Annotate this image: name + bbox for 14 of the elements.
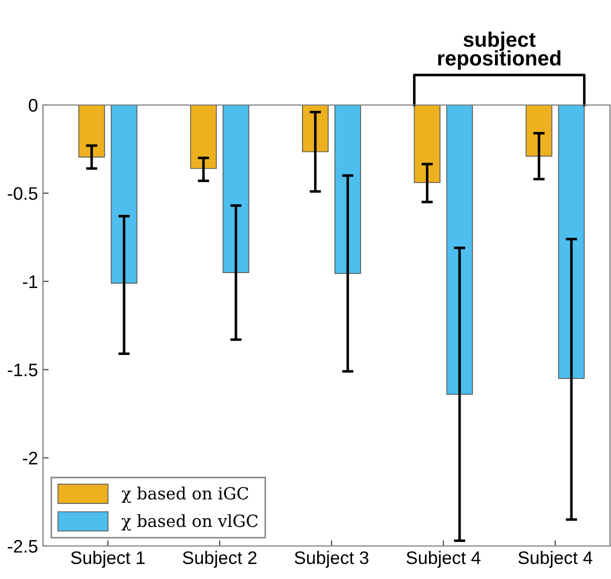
y-tick-label: -2.5 [8,540,38,553]
x-tick-label: Subject 4 [518,550,592,568]
y-tick-label: -1 [22,276,38,288]
x-tick-label: Subject 4 [406,550,480,568]
y-tick-label: -2 [22,452,38,464]
legend-label: χ based on iGC [122,486,248,504]
x-tick-label: Subject 1 [71,550,145,568]
y-tick-label: 0 [28,98,38,112]
x-tick-label: Subject 3 [294,550,368,568]
legend-label: χ based on vlGC [122,514,258,531]
y-tick-label: -0.5 [8,187,38,200]
text: subject repositioned [438,32,560,70]
x-tick-label: Subject 2 [182,550,256,568]
y-tick-label: -1.5 [8,364,38,376]
